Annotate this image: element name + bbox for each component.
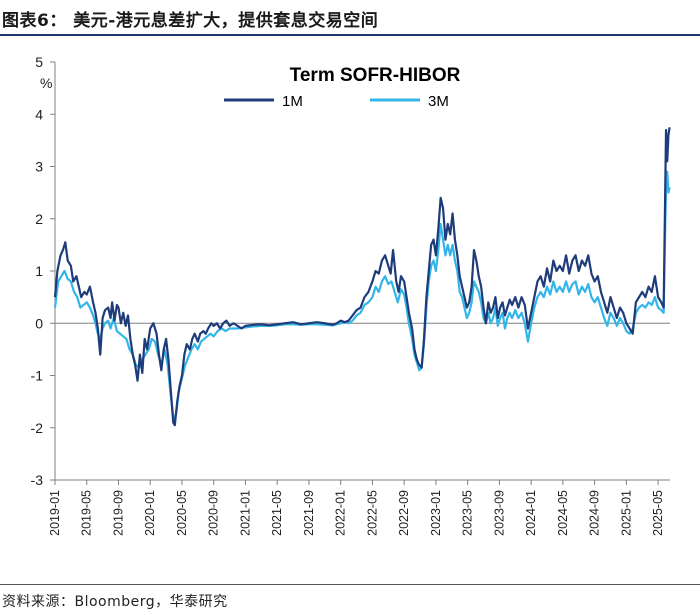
series-line-1m — [53, 127, 671, 427]
title-divider — [0, 34, 700, 36]
legend: 1M 3M — [224, 93, 449, 110]
x-tick-label: 2023-09 — [492, 490, 506, 536]
x-tick-label: 2024-09 — [588, 490, 602, 536]
y-tick-label: 2 — [35, 211, 43, 227]
legend-label-1m: 1M — [282, 93, 303, 110]
y-tick-label: -2 — [31, 420, 44, 436]
source-note: 资料来源：Bloomberg，华泰研究 — [2, 594, 228, 610]
chart-title: Term SOFR-HIBOR — [290, 65, 461, 86]
x-tick-label: 2019-05 — [80, 490, 94, 536]
footer-divider — [0, 584, 700, 585]
x-tick-label: 2024-05 — [556, 490, 570, 536]
y-tick-label: 4 — [35, 106, 43, 122]
x-tick-label: 2022-09 — [397, 490, 411, 536]
x-tick-label: 2024-01 — [524, 490, 538, 536]
y-tick-label: 5 — [35, 54, 43, 70]
x-tick-label: 2021-09 — [302, 490, 316, 536]
y-tick-label: 0 — [35, 315, 43, 331]
x-tick-label: 2019-09 — [111, 490, 125, 536]
figure-title: 图表6： 美元-港元息差扩大，提供套息交易空间 — [2, 11, 379, 31]
x-tick-label: 2025-05 — [651, 490, 665, 536]
x-tick-label: 2021-05 — [270, 490, 284, 536]
x-tick-label: 2019-01 — [48, 490, 62, 536]
y-tick-label: -1 — [31, 368, 44, 384]
x-tick-label: 2023-01 — [429, 490, 443, 536]
x-tick-label: 2020-05 — [175, 490, 189, 536]
line-chart: 5 4 3 2 1 0 -1 -2 -3 2019-01 2019-05 2019-09 2020-01… — [31, 54, 671, 536]
x-tick-label: 2020-09 — [207, 490, 221, 536]
series-layer — [53, 127, 671, 427]
x-tick-label: 2022-01 — [334, 490, 348, 536]
y-tick-label: -3 — [31, 472, 44, 488]
x-tick-label: 2025-01 — [619, 490, 633, 536]
x-tick-label: 2022-05 — [365, 490, 379, 536]
axes-layer: 5 4 3 2 1 0 -1 -2 -3 2019-01 2019-05 2019-09 2020-01… — [31, 54, 670, 536]
x-tick-label: 2020-01 — [143, 490, 157, 536]
x-tick-label: 2023-05 — [461, 490, 475, 536]
y-tick-label: 3 — [35, 159, 43, 175]
x-tick-label: 2021-01 — [238, 490, 252, 536]
y-tick-label: 1 — [35, 263, 43, 279]
y-axis-unit: % — [40, 75, 52, 91]
legend-label-3m: 3M — [428, 93, 449, 110]
series-line-3m — [53, 170, 671, 424]
